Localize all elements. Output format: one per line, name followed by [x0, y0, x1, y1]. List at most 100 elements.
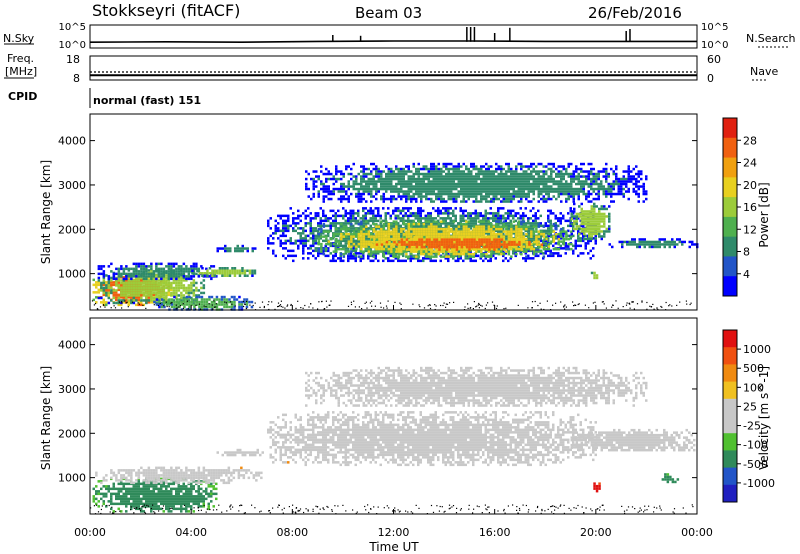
heatmap-cell	[186, 303, 189, 306]
heatmap-cell	[226, 275, 229, 278]
heatmap-cell	[307, 257, 310, 260]
heatmap-cell	[241, 303, 244, 306]
heatmap-cell	[503, 230, 506, 233]
heatmap-cell	[338, 198, 341, 201]
heatmap-cell	[530, 217, 533, 220]
heatmap-cell	[430, 233, 433, 236]
heatmap-cell	[292, 250, 295, 253]
heatmap-cell	[413, 188, 416, 191]
heatmap-cell	[377, 212, 380, 215]
heatmap-cell	[315, 240, 318, 243]
heatmap-cell	[214, 272, 217, 275]
heatmap-cell	[208, 306, 211, 309]
heatmap-cell	[390, 198, 393, 201]
heatmap-cell	[557, 252, 560, 255]
heatmap-cell	[323, 235, 326, 238]
heatmap-cell	[138, 292, 141, 295]
heatmap-cell	[347, 212, 350, 215]
heatmap-cell	[537, 217, 540, 220]
heatmap-cell	[103, 279, 106, 282]
heatmap-cell	[448, 235, 451, 238]
heatmap-cell	[345, 165, 348, 168]
heatmap-cell	[380, 183, 383, 186]
heatmap-cell	[538, 243, 541, 246]
heatmap-cell	[403, 223, 406, 226]
heatmap-cell	[358, 193, 361, 196]
heatmap-cell	[463, 190, 466, 193]
heatmap-cell	[500, 225, 503, 228]
heatmap-cell	[416, 248, 419, 251]
heatmap-cell	[370, 225, 373, 228]
heatmap-cell	[510, 230, 512, 233]
heatmap-cell	[153, 282, 156, 285]
heatmap-cell	[158, 279, 161, 282]
heatmap-cell	[586, 220, 589, 223]
heatmap-cell	[473, 255, 476, 258]
heatmap-cell	[190, 289, 193, 292]
heatmap-cell	[691, 241, 694, 244]
heatmap-cell	[570, 207, 573, 210]
heatmap-cell	[138, 294, 141, 297]
heatmap-cell	[357, 215, 360, 218]
heatmap-cell	[231, 272, 234, 275]
heatmap-cell	[320, 183, 323, 186]
heatmap-cell	[400, 190, 403, 193]
heatmap-cell	[343, 228, 346, 231]
heatmap-cell	[567, 212, 570, 215]
heatmap-cell	[368, 235, 371, 238]
heatmap-cell	[390, 200, 393, 203]
heatmap-cell	[380, 198, 383, 201]
heatmap-cell	[501, 238, 504, 241]
heatmap-cell	[461, 241, 464, 244]
heatmap-cell	[387, 207, 390, 210]
heatmap-cell	[390, 223, 393, 226]
heatmap-cell	[133, 282, 136, 285]
heatmap-cell	[183, 287, 186, 290]
heatmap-cell	[313, 185, 316, 188]
heatmap-cell	[333, 178, 336, 181]
heatmap-cell	[201, 301, 204, 304]
heatmap-cell	[508, 250, 511, 253]
heatmap-cell	[145, 289, 148, 292]
heatmap-cell	[325, 195, 328, 198]
heatmap-cell	[373, 178, 376, 181]
heatmap-cell	[219, 267, 222, 270]
heatmap-cell	[417, 210, 420, 213]
heatmap-cell	[460, 250, 463, 253]
heatmap-cell	[180, 268, 183, 271]
heatmap-cell	[208, 298, 211, 301]
heatmap-cell	[163, 270, 166, 273]
heatmap-cell	[588, 228, 591, 231]
heatmap-cell	[383, 235, 386, 238]
heatmap-cell	[310, 252, 313, 255]
heatmap-cell	[586, 223, 589, 226]
heatmap-cell	[505, 228, 508, 231]
heatmap-cell	[158, 306, 161, 309]
heatmap-cell	[669, 246, 672, 249]
heatmap-cell	[478, 173, 481, 176]
heatmap-cell	[413, 248, 416, 251]
heatmap-cell	[313, 180, 316, 183]
heatmap-cell	[495, 212, 498, 215]
heatmap-cell	[247, 250, 250, 253]
heatmap-cell	[520, 230, 523, 233]
heatmap-cell	[473, 163, 476, 166]
heatmap-cell	[195, 265, 198, 268]
heatmap-cell	[234, 270, 237, 273]
heatmap-cell	[390, 178, 393, 181]
heatmap-cell	[130, 299, 133, 302]
heatmap-cell	[410, 207, 413, 210]
heatmap-cell	[206, 301, 209, 304]
heatmap-cell	[229, 272, 232, 275]
heatmap-cell	[115, 273, 118, 276]
heatmap-cell	[565, 248, 568, 251]
heatmap-cell	[378, 188, 381, 191]
heatmap-cell	[391, 238, 394, 241]
heatmap-cell	[275, 220, 278, 223]
heatmap-cell	[388, 170, 391, 173]
heatmap-cell	[160, 287, 163, 290]
heatmap-cell	[447, 217, 450, 220]
heatmap-cell	[300, 227, 303, 230]
heatmap-cell	[573, 220, 576, 223]
heatmap-cell	[441, 238, 444, 241]
